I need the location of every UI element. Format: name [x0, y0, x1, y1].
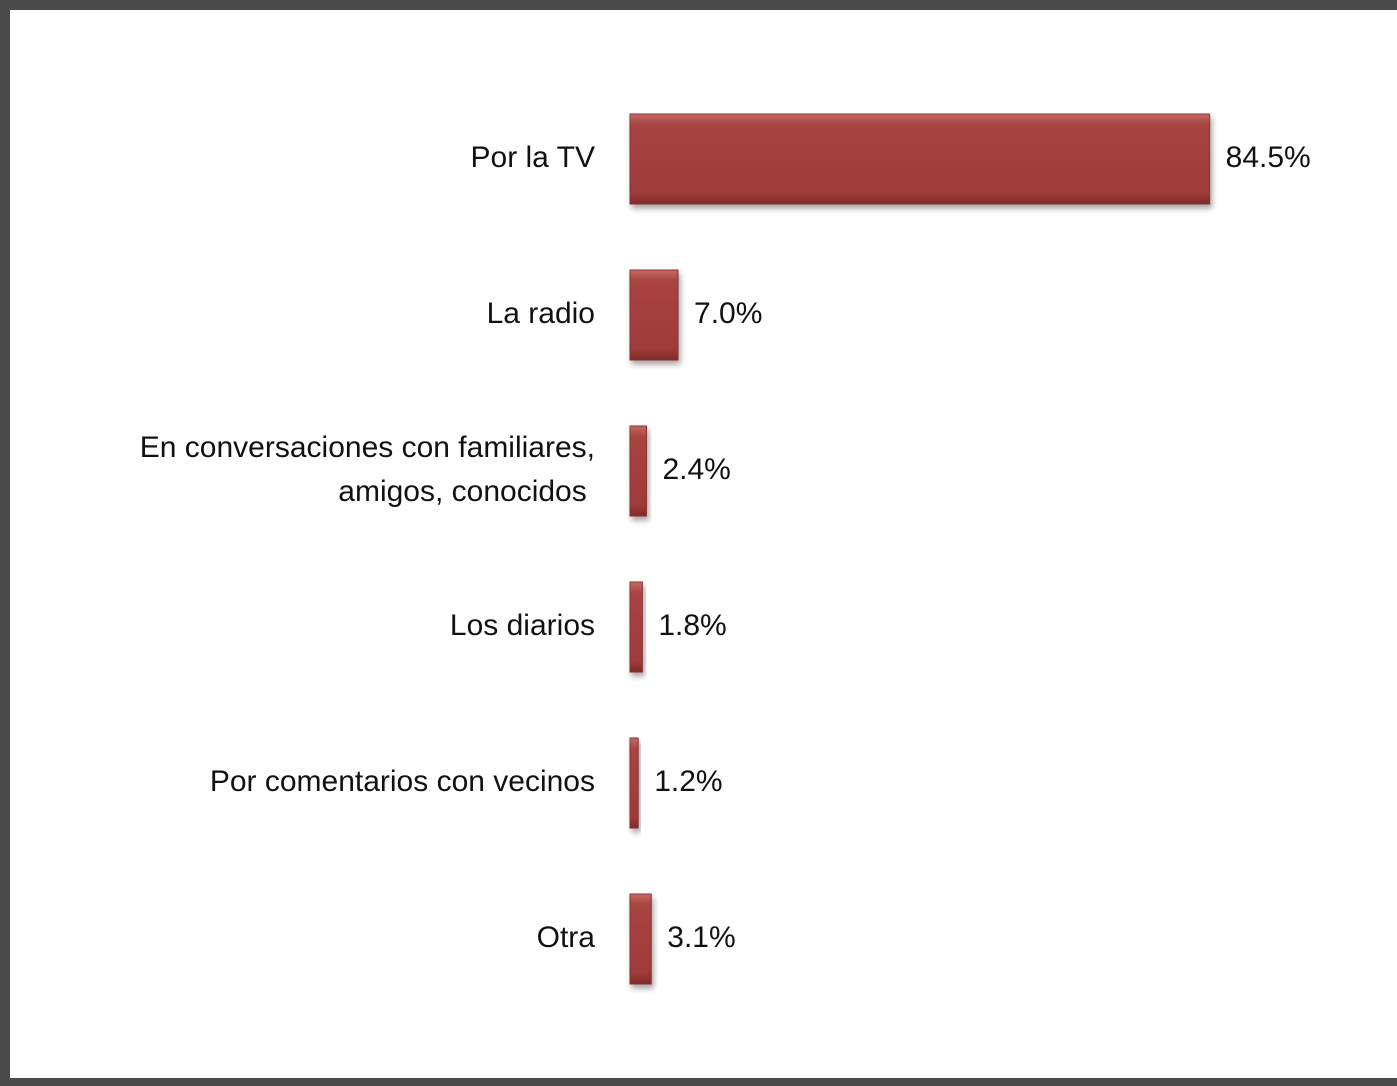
value-labels-group: 84.5% 7.0% 2.4% 1.8% 1.2% 3.1%	[654, 141, 1311, 954]
category-label-3: Los diarios	[450, 609, 595, 642]
category-label-2-line-1: amigos, conocidos	[338, 475, 586, 508]
value-label-5: 3.1%	[667, 921, 735, 954]
category-label-4: Por comentarios con vecinos	[210, 765, 595, 798]
category-label-5: Otra	[537, 921, 596, 954]
bars-group	[629, 113, 1211, 985]
bar-3	[629, 581, 643, 673]
bar-chart: Por la TV La radio En conversaciones con f…	[140, 113, 1311, 985]
category-label-0: Por la TV	[471, 141, 596, 174]
value-label-2: 2.4%	[662, 453, 730, 486]
value-label-4: 1.2%	[654, 765, 722, 798]
bar-5	[629, 893, 652, 985]
value-label-1: 7.0%	[694, 297, 762, 330]
bar-2	[629, 425, 647, 517]
category-label-1: La radio	[487, 297, 595, 330]
value-label-0: 84.5%	[1226, 141, 1311, 174]
category-label-2-line-0: En conversaciones con familiares,	[140, 431, 595, 464]
value-label-3: 1.8%	[658, 609, 726, 642]
bar-0	[629, 113, 1211, 205]
bar-1	[629, 269, 679, 361]
bar-4	[629, 737, 639, 829]
category-labels-group: Por la TV La radio En conversaciones con f…	[140, 141, 596, 954]
